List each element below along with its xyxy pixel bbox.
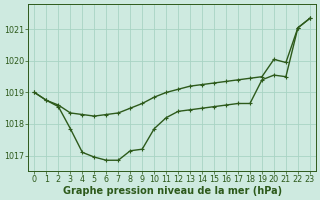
X-axis label: Graphe pression niveau de la mer (hPa): Graphe pression niveau de la mer (hPa) bbox=[63, 186, 282, 196]
